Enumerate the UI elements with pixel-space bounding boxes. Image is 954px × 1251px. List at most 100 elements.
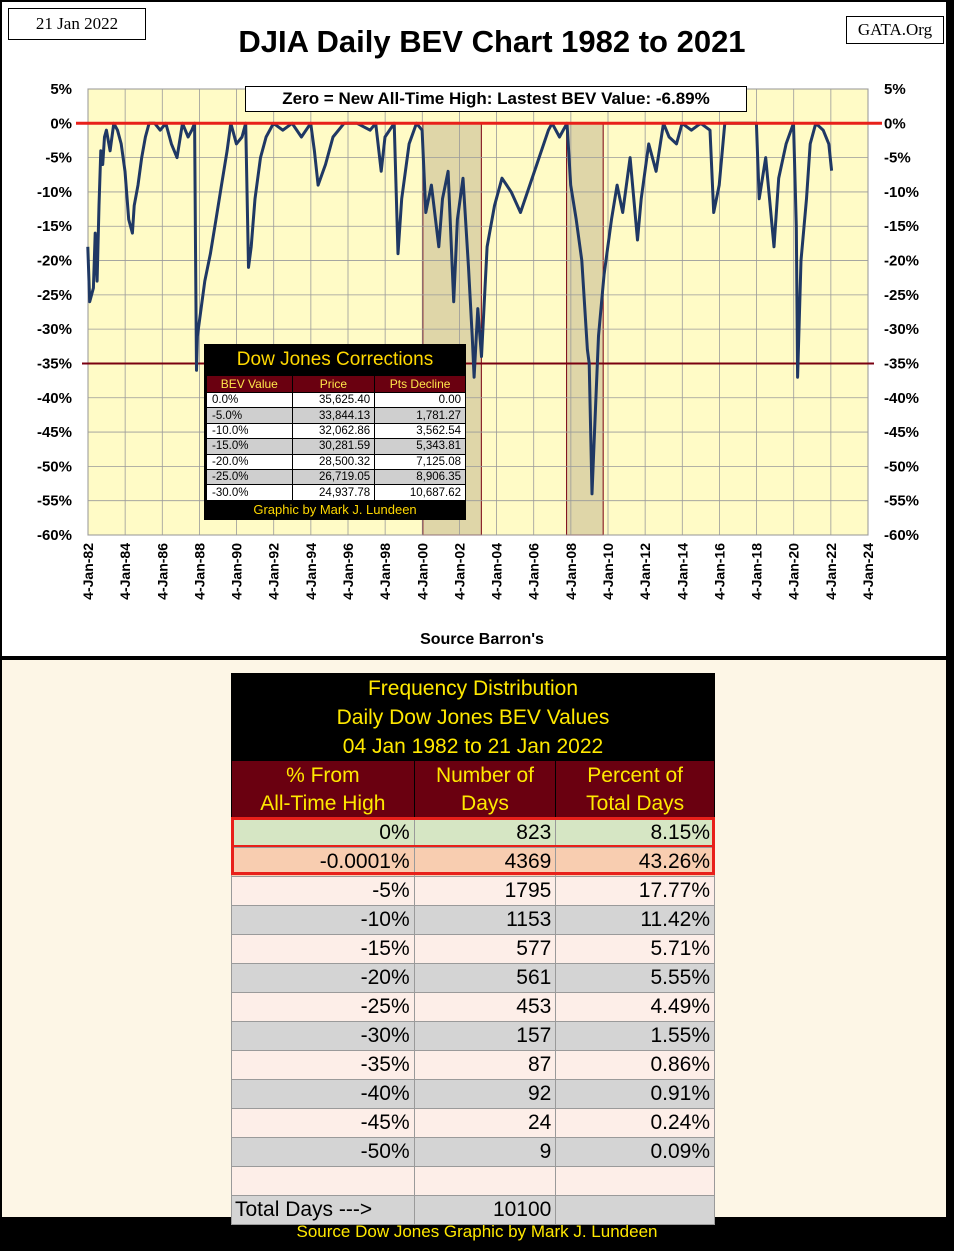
x-tick-label: 4-Jan-88	[191, 543, 207, 600]
corrections-cell: 3,562.54	[374, 422, 466, 440]
y-tick-label-left: -40%	[37, 390, 72, 407]
frequency-cell: -50%	[231, 1137, 415, 1167]
corrections-cell: 30,281.59	[291, 438, 376, 455]
corrections-inset: Dow Jones Corrections BEV Value Price Pt…	[204, 344, 466, 520]
corrections-cell: 10,687.62	[374, 484, 466, 501]
y-tick-label-right: -15%	[884, 218, 919, 235]
corrections-cell: -20.0%	[206, 453, 293, 470]
frequency-row: -5% 1795 17.77%	[231, 876, 715, 906]
y-tick-label-left: -25%	[37, 287, 72, 304]
y-tick-label-right: -10%	[884, 184, 919, 201]
y-tick-label-right: -40%	[884, 390, 919, 407]
frequency-row: -25% 453 4.49%	[231, 992, 715, 1022]
frequency-row: -10% 1153 11.42%	[231, 905, 715, 935]
y-tick-label-right: 0%	[884, 115, 906, 132]
x-tick-label: 4-Jan-24	[860, 543, 876, 600]
x-tick-label: 4-Jan-00	[414, 543, 430, 600]
frequency-total-row: Total Days ---> 10100	[231, 1195, 715, 1225]
frequency-cell: 9	[413, 1137, 557, 1167]
frequency-cell: -30%	[231, 1021, 415, 1051]
corrections-cell: 8,906.35	[374, 468, 466, 486]
frequency-cell: -40%	[231, 1079, 415, 1109]
frequency-cell: 0.91%	[555, 1079, 715, 1109]
y-tick-label-right: -20%	[884, 253, 919, 270]
frequency-cell	[413, 1166, 557, 1196]
frequency-row: -20% 561 5.55%	[231, 963, 715, 993]
frequency-cell: 0.86%	[555, 1050, 715, 1080]
frequency-cell: 157	[413, 1021, 557, 1051]
frequency-cell: 0%	[231, 818, 415, 848]
frequency-title-line: Daily Dow Jones BEV Values	[336, 706, 610, 729]
x-tick-label: 4-Jan-16	[711, 543, 727, 600]
x-tick-label: 4-Jan-04	[489, 543, 505, 600]
frequency-cell: 11.42%	[555, 905, 715, 935]
frequency-title-line: Frequency Distribution	[367, 677, 579, 700]
frequency-total-cell: 10100	[413, 1195, 557, 1225]
footer-credit: Source Dow Jones Graphic by Mark J. Lund…	[296, 1222, 658, 1241]
frequency-cell: 577	[413, 934, 557, 964]
frequency-cell	[555, 1166, 715, 1196]
x-tick-label: 4-Jan-18	[749, 543, 765, 600]
y-tick-label-left: 5%	[50, 81, 72, 98]
frequency-cell: 4.49%	[555, 992, 715, 1022]
frequency-cell: 5.55%	[555, 963, 715, 993]
x-tick-label: 4-Jan-86	[154, 543, 170, 600]
y-tick-label-left: -20%	[37, 253, 72, 270]
x-tick-label: 4-Jan-20	[786, 543, 802, 600]
y-tick-label-left: 0%	[50, 115, 72, 132]
y-tick-label-right: -30%	[884, 321, 919, 338]
x-tick-label: 4-Jan-94	[303, 543, 319, 600]
frequency-row: -50% 9 0.09%	[231, 1137, 715, 1167]
frequency-cell: 453	[413, 992, 557, 1022]
frequency-cell: -0.0001%	[231, 847, 415, 877]
bev-series-line	[86, 121, 834, 496]
frequency-cell: -10%	[231, 905, 415, 935]
y-tick-label-right: -25%	[884, 287, 919, 304]
x-tick-label: 4-Jan-90	[229, 543, 245, 600]
corrections-cell: 5,343.81	[374, 438, 466, 455]
corrections-cell: 28,500.32	[291, 453, 376, 470]
date-label: 21 Jan 2022	[8, 8, 146, 40]
y-tick-label-right: 5%	[884, 81, 906, 98]
frequency-row: -30% 157 1.55%	[231, 1021, 715, 1051]
frequency-cell: -45%	[231, 1108, 415, 1138]
x-tick-label: 4-Jan-22	[823, 543, 839, 600]
header-line: % From	[286, 763, 360, 787]
frequency-cell: 24	[413, 1108, 557, 1138]
corrections-table: BEV Value Price Pts Decline 0.0% 35,625.4…	[206, 375, 466, 501]
chart-area: 5% 5% 0% 0% -5% -5% -10% -10% -15% -15% -20% -20% -2…	[2, 2, 946, 656]
y-tick-label-right: -45%	[884, 424, 919, 441]
frequency-cell: 8.15%	[555, 818, 715, 848]
corrections-cell: -5.0%	[206, 407, 293, 424]
corrections-cell: 0.0%	[206, 391, 293, 409]
x-tick-label: 4-Jan-96	[340, 543, 356, 600]
column-header-days: Number of Days	[413, 760, 557, 819]
corrections-cell: 32,062.86	[291, 422, 376, 440]
corrections-cell: 26,719.05	[291, 468, 376, 486]
corrections-title: Dow Jones Corrections	[236, 349, 434, 370]
y-tick-label-left: -50%	[37, 458, 72, 475]
frequency-cell: 5.71%	[555, 934, 715, 964]
frequency-row: -15% 577 5.71%	[231, 934, 715, 964]
y-tick-label-left: -30%	[37, 321, 72, 338]
y-tick-label-right: -5%	[884, 150, 911, 167]
y-tick-label-right: -50%	[884, 458, 919, 475]
frequency-cell: 17.77%	[555, 876, 715, 906]
frequency-cell: 823	[413, 818, 557, 848]
y-tick-label-left: -10%	[37, 184, 72, 201]
frequency-row: -35% 87 0.86%	[231, 1050, 715, 1080]
corrections-cell: 0.00	[374, 391, 466, 409]
corrections-row: 0.0% 35,625.40 0.00	[206, 391, 466, 409]
corrections-cell: -10.0%	[206, 422, 293, 440]
chart-panel: 5% 5% 0% 0% -5% -5% -10% -10% -15% -15% -20% -20% -2…	[2, 2, 946, 656]
corrections-cell: -30.0%	[206, 484, 293, 501]
frequency-cell: 87	[413, 1050, 557, 1080]
corrections-cell: 24,937.78	[291, 484, 376, 501]
column-header-from-high: % From All-Time High	[231, 760, 415, 819]
y-tick-label-left: -5%	[45, 150, 72, 167]
corrections-row: -10.0% 32,062.86 3,562.54	[206, 422, 466, 440]
frequency-cell: 43.26%	[555, 847, 715, 877]
x-tick-label: 4-Jan-98	[377, 543, 393, 600]
y-tick-label-right: -55%	[884, 493, 919, 510]
frequency-cell: 1795	[413, 876, 557, 906]
